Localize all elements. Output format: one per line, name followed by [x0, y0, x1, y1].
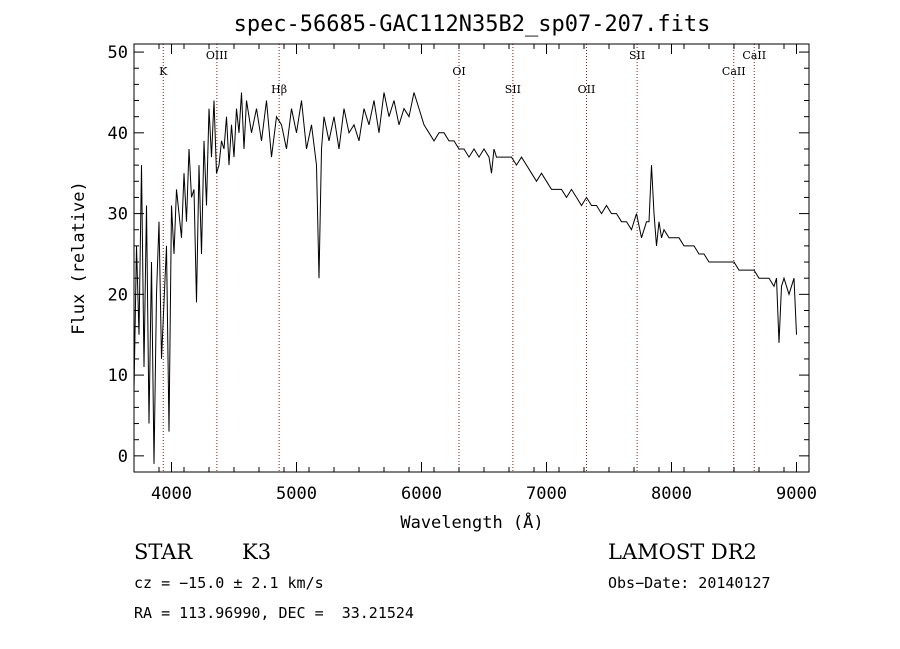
- y-tick-label: 20: [108, 285, 128, 305]
- spectral-line-markers: [162, 44, 755, 472]
- spectral-line-label: CaII: [742, 49, 766, 62]
- spectral-line-label: OIII: [206, 49, 228, 62]
- spectral-line-label: K: [159, 65, 168, 78]
- object-subclass: K3: [242, 540, 272, 564]
- x-tick-label: 5000: [276, 484, 317, 504]
- spectral-line-label: CaII: [722, 65, 746, 78]
- y-tick-label: 40: [108, 124, 128, 144]
- spectral-line-label: OI: [452, 65, 465, 78]
- spectral-line-labels: K OIII Hβ OI SII OII SII CaII CaII: [159, 49, 766, 96]
- y-tick-label: 10: [108, 366, 128, 386]
- observation-date: Obs−Date: 20140127: [608, 574, 771, 592]
- flux-series-line: [133, 92, 797, 464]
- y-tick-label: 0: [118, 447, 128, 467]
- x-tick-label: 6000: [401, 484, 442, 504]
- chart-title: spec-56685-GAC112N35B2_sp07-207.fits: [234, 12, 711, 37]
- sky-coordinates: RA = 113.96990, DEC = 33.21524: [134, 604, 414, 622]
- x-tick-label: 9000: [776, 484, 817, 504]
- spectral-line-label: SII: [505, 83, 521, 96]
- y-axis-label: Flux (relative): [69, 181, 89, 335]
- y-tick-label: 50: [108, 43, 128, 63]
- survey-name: LAMOST DR2: [608, 540, 757, 564]
- spectral-line-label: SII: [629, 49, 645, 62]
- y-tick-label: 30: [108, 205, 128, 225]
- x-tick-label: 7000: [526, 484, 567, 504]
- y-axis-ticks: 0 10 20 30 40 50: [108, 43, 809, 467]
- x-axis-label: Wavelength (Å): [400, 511, 543, 533]
- redshift-cz: cz = −15.0 ± 2.1 km/s: [134, 574, 324, 592]
- spectral-line-label: OII: [578, 83, 596, 96]
- spectral-line-label: Hβ: [271, 83, 287, 96]
- object-class: STAR: [134, 540, 193, 564]
- x-axis-ticks: 4000 5000 6000 7000 8000 9000: [133, 44, 817, 504]
- x-tick-label: 4000: [151, 484, 192, 504]
- x-tick-label: 8000: [651, 484, 692, 504]
- plot-frame: [133, 43, 810, 473]
